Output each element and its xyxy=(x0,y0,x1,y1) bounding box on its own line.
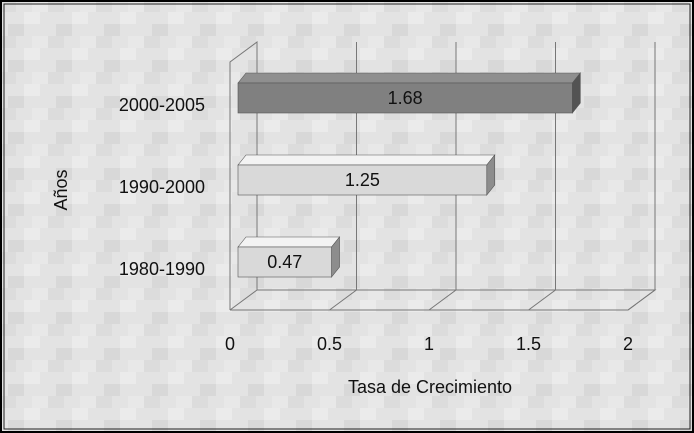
data-label: 1.68 xyxy=(388,88,423,108)
bar-top xyxy=(237,154,496,166)
bar-top xyxy=(237,72,581,84)
grid-line xyxy=(627,42,656,311)
bar xyxy=(237,164,488,196)
x-tick-label: 0.5 xyxy=(317,334,342,354)
bar xyxy=(237,246,332,278)
bar xyxy=(237,82,573,114)
x-tick-label: 2 xyxy=(623,334,633,354)
grid-line xyxy=(428,42,457,311)
grid-line xyxy=(229,42,258,311)
y-axis-title: Años xyxy=(51,169,71,210)
data-label: 0.47 xyxy=(267,252,302,272)
y-tick-label: 1980-1990 xyxy=(119,259,205,279)
y-tick-label: 1990-2000 xyxy=(119,177,205,197)
grid-line xyxy=(329,42,357,311)
x-axis-title: Tasa de Crecimiento xyxy=(348,377,512,397)
grid-line xyxy=(528,42,556,311)
x-tick-label: 0 xyxy=(225,334,235,354)
bar-top xyxy=(237,236,341,248)
frame xyxy=(3,3,691,430)
x-tick-label: 1 xyxy=(424,334,434,354)
x-tick-label: 1.5 xyxy=(516,334,541,354)
y-tick-label: 2000-2005 xyxy=(119,95,205,115)
data-label: 1.25 xyxy=(345,170,380,190)
